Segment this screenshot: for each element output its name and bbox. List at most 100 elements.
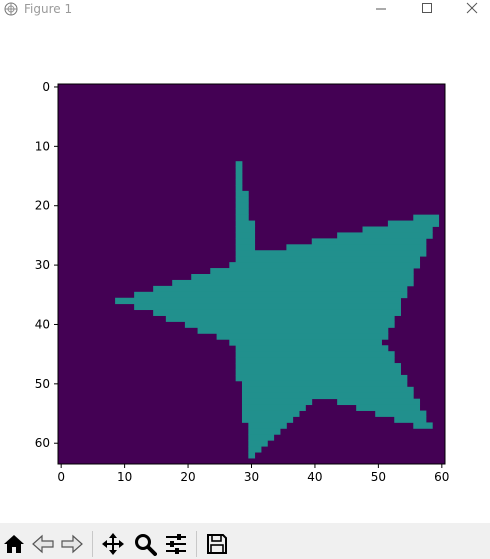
y-tick-label: 20: [35, 199, 50, 213]
star-pixel-run: [134, 291, 408, 299]
y-tick-label: 60: [35, 436, 50, 450]
star-pixel-run: [235, 374, 408, 382]
x-tick-label: 10: [117, 470, 132, 484]
star-pixel-run: [235, 179, 243, 186]
star-pixel-run: [235, 250, 427, 257]
star-pixel-run: [235, 173, 243, 180]
forward-button[interactable]: [58, 531, 86, 557]
toolbar-separator: [196, 531, 197, 557]
back-button[interactable]: [29, 531, 57, 557]
star-pixel-run: [248, 440, 268, 447]
star-pixel-run: [241, 392, 414, 400]
star-pixel-run: [134, 303, 401, 311]
window-title: Figure 1: [24, 2, 73, 16]
star-pixel-run: [165, 315, 395, 322]
star-pixel-run: [387, 220, 440, 227]
y-tick-label: 0: [42, 80, 50, 94]
star-pixel-run: [235, 363, 401, 370]
star-pixel-run: [235, 167, 243, 174]
star-pixel-run: [375, 410, 427, 417]
star-pixel-run: [413, 214, 440, 221]
y-tick-label: 40: [35, 317, 50, 331]
star-pixel-run: [241, 398, 313, 406]
star-pixel-run: [413, 422, 433, 429]
y-tick-label: 50: [35, 377, 50, 391]
matplotlib-logo-icon: [4, 2, 18, 16]
star-pixel-run: [241, 404, 306, 411]
star-pixel-run: [235, 214, 249, 221]
arrow-left-icon: [32, 534, 54, 554]
star-pixel-run: [216, 333, 389, 340]
star-pixel-run: [337, 398, 421, 406]
sliders-icon: [166, 534, 186, 554]
arrow-right-icon: [61, 534, 83, 554]
star-pixel-run: [235, 202, 249, 210]
star-pixel-run: [235, 369, 401, 376]
home-icon: [4, 535, 24, 553]
x-tick-label: 30: [244, 470, 259, 484]
y-tick-label: 10: [35, 139, 50, 153]
x-tick-label: 20: [180, 470, 195, 484]
x-tick-label: 40: [307, 470, 322, 484]
star-pixel-run: [394, 416, 427, 423]
title-bar[interactable]: Figure 1: [0, 0, 490, 20]
image-plot[interactable]: 0 10 20 30 40 50 60 0 10 20 30 40 50 60: [0, 20, 490, 523]
save-icon: [207, 534, 227, 554]
star-pixel-run: [235, 184, 243, 192]
star-pixel-run: [235, 357, 395, 364]
minimize-button[interactable]: [358, 0, 404, 20]
star-pixel-run: [241, 416, 294, 423]
star-pixel-run: [153, 285, 408, 293]
star-pixel-run: [235, 232, 256, 239]
figure-canvas[interactable]: 0 10 20 30 40 50 60 0 10 20 30 40 50 60: [0, 20, 490, 523]
star-pixel-run: [184, 321, 395, 328]
star-pixel-run: [241, 386, 414, 394]
star-pixel-run: [248, 428, 281, 435]
maximize-button[interactable]: [404, 0, 450, 20]
home-button[interactable]: [0, 531, 28, 557]
pan-button[interactable]: [99, 531, 127, 557]
star-pixel-run: [248, 452, 256, 459]
star-pixel-run: [248, 446, 262, 453]
zoom-icon: [135, 534, 157, 556]
star-pixel-run: [311, 238, 427, 245]
star-pixel-run: [235, 190, 249, 198]
star-pixel-run: [235, 226, 256, 233]
star-pixel-run: [235, 161, 243, 168]
axes: 0 10 20 30 40 50 60 0 10 20 30 40 50 60: [35, 80, 450, 484]
star-pixel-run: [286, 244, 427, 251]
star-pixel-run: [362, 226, 433, 233]
maximize-icon: [422, 3, 432, 13]
close-button[interactable]: [444, 0, 490, 20]
x-tick-label: 0: [57, 470, 65, 484]
move-icon: [102, 533, 124, 555]
star-pixel-run: [241, 410, 300, 417]
star-pixel-run: [115, 297, 401, 305]
star-pixel-run: [235, 208, 249, 216]
star-pixel-run: [229, 339, 382, 346]
zoom-button[interactable]: [131, 531, 159, 557]
save-button[interactable]: [203, 531, 231, 557]
close-icon: [466, 2, 478, 14]
star-pixel-run: [172, 279, 414, 287]
x-tick-label: 50: [371, 470, 386, 484]
navigation-toolbar: [0, 523, 490, 559]
star-pixel-run: [356, 404, 421, 411]
star-pixel-run: [241, 380, 408, 388]
minimize-icon: [376, 8, 386, 10]
y-tick-label: 30: [35, 258, 50, 272]
star-pixel-run: [235, 220, 256, 227]
configure-subplots-button[interactable]: [162, 531, 190, 557]
toolbar-separator: [92, 531, 93, 557]
star-pixel-run: [248, 422, 287, 429]
star-pixel-run: [229, 262, 421, 269]
star-pixel-run: [235, 238, 256, 245]
star-pixel-run: [153, 309, 401, 316]
star-pixel-run: [235, 244, 256, 251]
star-pixel-run: [337, 232, 433, 239]
star-pixel-run: [197, 327, 389, 334]
star-pixel-run: [235, 196, 249, 204]
star-pixel-run: [235, 351, 395, 358]
star-pixel-run: [235, 256, 421, 263]
